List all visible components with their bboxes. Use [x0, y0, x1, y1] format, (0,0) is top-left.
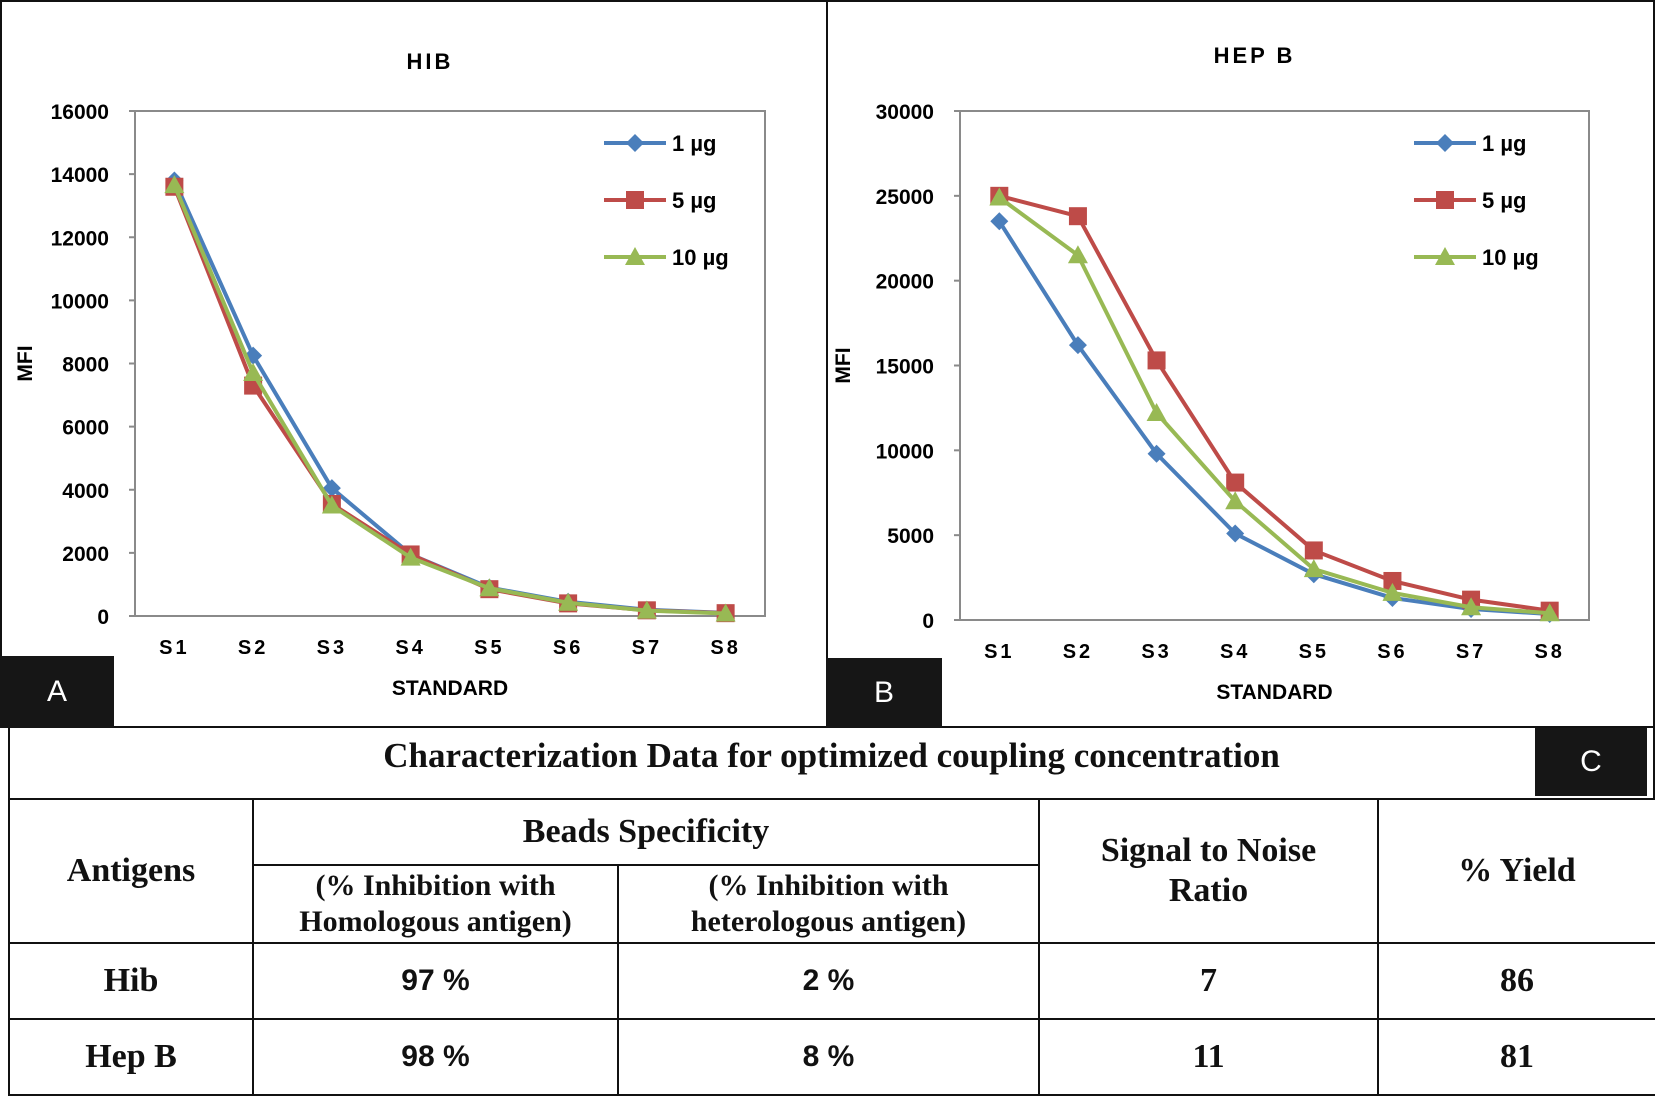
x-tick-label: S4 [1220, 641, 1250, 663]
x-tick-label: S2 [1063, 641, 1093, 663]
y-tick-label: 20000 [876, 271, 934, 294]
cell-snr: 11 [1039, 1019, 1378, 1095]
data-point [1226, 474, 1244, 492]
y-tick-label: 10000 [51, 290, 109, 313]
legend-marker [626, 134, 644, 152]
y-tick-label: 15000 [876, 356, 934, 379]
y-tick-label: 30000 [876, 101, 934, 124]
x-tick-label: S5 [1299, 641, 1329, 663]
cell-heterologous: 8 % [618, 1019, 1039, 1095]
panel-label-a: A [0, 656, 114, 728]
table-row: Hep B 98 % 8 % 11 81 [9, 1019, 1655, 1095]
y-tick-label: 10000 [876, 440, 934, 463]
x-axis-label: STANDARD [1216, 681, 1332, 704]
hepb-line-chart: HEP B 0 5000 10000 15000 20000 25000 30000 S1 S2 S… [828, 2, 1655, 730]
plot-area [135, 111, 765, 616]
x-tick-label: S4 [395, 637, 425, 659]
y-tick-label: 5000 [887, 525, 934, 548]
y-tick-label: 16000 [51, 101, 109, 124]
panel-label-b: B [826, 658, 942, 728]
y-tick-label: 0 [922, 610, 934, 633]
y-tick-label: 2000 [62, 543, 109, 566]
header-heterologous: (% Inhibition with heterologous antigen) [618, 865, 1039, 943]
chart-title: HIB [407, 49, 454, 74]
legend-label: 1 µg [1482, 131, 1526, 156]
cell-antigen: Hib [9, 943, 253, 1019]
header-homologous: (% Inhibition with Homologous antigen) [253, 865, 618, 943]
cell-homologous: 97 % [253, 943, 618, 1019]
hib-line-chart: HIB 0 2000 4000 6000 8000 10000 12000 14000 16000… [2, 2, 830, 730]
y-axis-label: MFI [14, 345, 37, 381]
x-axis-label: STANDARD [392, 677, 508, 700]
series-line [174, 180, 725, 612]
cell-yield: 81 [1378, 1019, 1655, 1095]
legend-label: 5 µg [1482, 188, 1526, 213]
y-tick-label: 8000 [62, 354, 109, 377]
cell-yield: 86 [1378, 943, 1655, 1019]
series-line [999, 221, 1549, 614]
x-tick-label: S8 [710, 637, 740, 659]
header-signal-to-noise: Signal to Noise Ratio [1039, 799, 1378, 943]
series-line [174, 187, 725, 613]
header-heterologous-line2: heterologous antigen) [620, 904, 1037, 940]
x-tick-label: S7 [632, 637, 662, 659]
header-beads-specificity: Beads Specificity [253, 799, 1039, 865]
data-point [1305, 541, 1323, 559]
data-point [1147, 403, 1167, 421]
header-snr-line2: Ratio [1041, 871, 1376, 911]
header-heterologous-line1: (% Inhibition with [620, 868, 1037, 904]
cell-homologous: 98 % [253, 1019, 618, 1095]
y-axis-label: MFI [832, 347, 855, 383]
panel-label-c: C [1535, 728, 1647, 796]
cell-antigen: Hep B [9, 1019, 253, 1095]
x-tick-label: S8 [1534, 641, 1564, 663]
y-tick-label: 14000 [51, 164, 109, 187]
x-tick-label: S6 [553, 637, 583, 659]
header-snr-line1: Signal to Noise [1041, 831, 1376, 871]
x-tick-label: S2 [238, 637, 268, 659]
x-tick-label: S3 [317, 637, 347, 659]
table-title: Characterization Data for optimized coup… [8, 728, 1655, 798]
x-tick-label: S3 [1141, 641, 1171, 663]
legend-label: 5 µg [672, 188, 716, 213]
legend-label: 10 µg [1482, 245, 1539, 270]
chart-panel-b: HEP B 0 5000 10000 15000 20000 25000 30000 S1 S2 S… [826, 0, 1655, 728]
series-line [174, 185, 725, 613]
y-tick-label: 12000 [51, 227, 109, 250]
header-homologous-line2: Homologous antigen) [255, 904, 616, 940]
y-tick-label: 4000 [62, 480, 109, 503]
y-tick-label: 6000 [62, 417, 109, 440]
header-yield: % Yield [1378, 799, 1655, 943]
x-tick-label: S6 [1377, 641, 1407, 663]
x-tick-label: S7 [1456, 641, 1486, 663]
chart-panel-a: HIB 0 2000 4000 6000 8000 10000 12000 14000 16000… [0, 0, 828, 728]
y-tick-label: 0 [97, 606, 109, 629]
y-tick-label: 25000 [876, 186, 934, 209]
characterization-table: Antigens Beads Specificity Signal to Noi… [8, 798, 1655, 1096]
chart-title: HEP B [1214, 43, 1296, 68]
x-tick-label: S5 [474, 637, 504, 659]
table-row: Hib 97 % 2 % 7 86 [9, 943, 1655, 1019]
legend-marker [626, 191, 644, 209]
data-point [1069, 207, 1087, 225]
legend-marker [1436, 134, 1454, 152]
data-point [1148, 351, 1166, 369]
header-antigens: Antigens [9, 799, 253, 943]
cell-snr: 7 [1039, 943, 1378, 1019]
legend-label: 10 µg [672, 245, 729, 270]
cell-heterologous: 2 % [618, 943, 1039, 1019]
x-tick-label: S1 [159, 637, 189, 659]
legend-marker [1436, 191, 1454, 209]
legend-label: 1 µg [672, 131, 716, 156]
table-header-row: Antigens Beads Specificity Signal to Noi… [9, 799, 1655, 865]
header-homologous-line1: (% Inhibition with [255, 868, 616, 904]
x-tick-label: S1 [984, 641, 1014, 663]
